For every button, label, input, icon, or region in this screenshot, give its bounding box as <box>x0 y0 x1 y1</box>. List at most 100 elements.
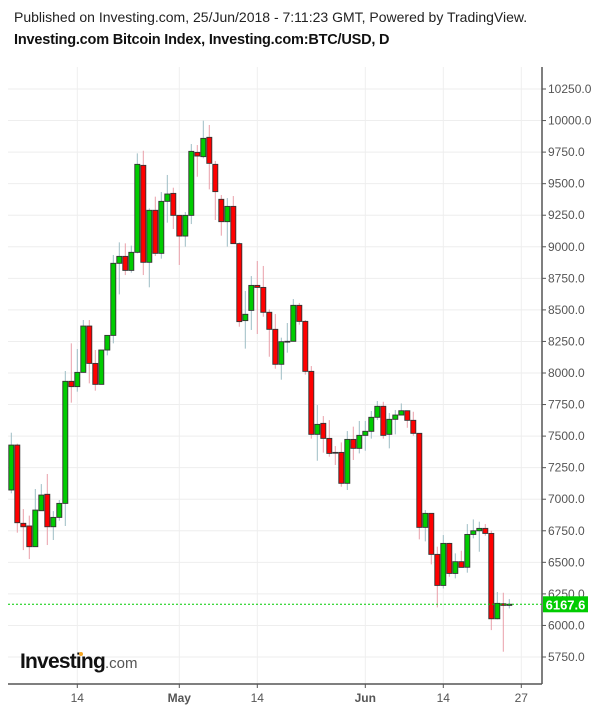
candle-body <box>152 209 159 254</box>
candle-2018-05-12 <box>242 290 249 349</box>
candle-body <box>320 422 327 439</box>
candle-body <box>410 419 417 434</box>
y-tick-label: 6500.0 <box>548 555 585 569</box>
x-tick-label: May <box>168 691 192 705</box>
logo-domain: .com <box>104 655 138 672</box>
candle-2018-05-14 <box>254 261 261 334</box>
candle-body <box>266 311 273 330</box>
candle-body <box>272 328 279 365</box>
candle-2018-04-10 <box>50 511 57 540</box>
candle-body <box>440 542 447 586</box>
last-price-label: 6167.6 <box>546 597 586 612</box>
candle-2018-04-07 <box>32 488 39 548</box>
candle-2018-06-24 <box>500 592 507 652</box>
candle-2018-05-03 <box>188 144 195 225</box>
candle-body <box>416 432 423 528</box>
candle-2018-05-17 <box>272 314 279 369</box>
y-tick-label: 7250.0 <box>548 461 585 475</box>
candle-2018-06-13 <box>434 546 441 608</box>
candle-body <box>476 527 483 532</box>
candle-body <box>494 602 501 620</box>
candle-body <box>254 284 261 288</box>
candle-body <box>488 532 495 620</box>
candle-body <box>206 136 213 164</box>
candle-2018-06-07 <box>398 403 405 416</box>
candle-2018-06-25 <box>506 599 513 609</box>
candle-2018-06-01 <box>362 420 369 451</box>
candle-2018-04-12 <box>62 370 69 526</box>
candle-2018-06-09 <box>410 411 417 436</box>
y-tick-label: 7500.0 <box>548 429 585 443</box>
candle-body <box>146 209 153 263</box>
candle-2018-05-04 <box>194 145 201 177</box>
candle-body <box>296 304 303 322</box>
candle-2018-06-23 <box>494 591 501 620</box>
candle-2018-06-05 <box>386 413 393 449</box>
y-tick-label: 9250.0 <box>548 208 585 222</box>
candle-2018-04-18 <box>98 349 105 385</box>
candle-2018-06-08 <box>404 410 411 428</box>
candle-2018-05-08 <box>218 195 225 236</box>
y-tick-label: 6000.0 <box>548 618 585 632</box>
candle-body <box>26 525 33 548</box>
axes: 5750.06000.06250.06500.06750.07000.07250… <box>8 67 592 705</box>
candle-body <box>134 163 141 253</box>
candle-body <box>92 362 99 385</box>
candle-body <box>302 320 309 372</box>
candle-body <box>362 430 369 436</box>
candle-2018-04-14 <box>74 349 81 392</box>
candle-body <box>182 214 189 237</box>
candle-body <box>290 304 297 342</box>
candle-body <box>482 527 489 534</box>
candle-2018-05-31 <box>356 420 363 454</box>
candle-body <box>236 243 243 323</box>
candle-body <box>458 561 465 568</box>
candle-2018-06-14 <box>440 535 447 589</box>
candle-2018-05-24 <box>314 405 321 461</box>
candle-2018-04-28 <box>158 191 165 259</box>
candle-2018-05-27 <box>332 446 339 466</box>
candle-2018-05-06 <box>206 124 213 190</box>
y-tick-label: 6750.0 <box>548 524 585 538</box>
candle-body <box>194 151 201 157</box>
candle-2018-05-05 <box>200 120 207 159</box>
candle-body <box>62 380 69 504</box>
candle-body <box>326 437 333 454</box>
candle-body <box>170 192 177 216</box>
candle-body <box>386 418 393 435</box>
candle-2018-05-23 <box>308 366 315 439</box>
candle-2018-04-26 <box>146 208 153 288</box>
candle-body <box>74 371 81 388</box>
candle-body <box>32 509 39 548</box>
candle-2018-05-28 <box>338 442 345 487</box>
candle-2018-05-16 <box>266 309 273 357</box>
candle-2018-04-11 <box>56 499 63 521</box>
candle-2018-05-20 <box>290 299 297 342</box>
chart-title: Investing.com Bitcoin Index, Investing.c… <box>14 32 390 48</box>
candle-body <box>260 286 267 313</box>
candle-body <box>20 522 27 528</box>
grid <box>8 67 542 684</box>
candle-body <box>68 380 75 388</box>
candle-2018-05-19 <box>284 323 291 353</box>
candle-2018-05-09 <box>224 198 231 247</box>
candle-2018-05-01 <box>176 214 183 265</box>
candle-body <box>446 542 453 574</box>
candle-2018-06-21 <box>482 524 489 536</box>
candle-2018-06-16 <box>452 553 459 579</box>
candle-body <box>368 416 375 432</box>
candle-2018-04-08 <box>38 484 45 512</box>
published-note: Published on Investing.com, 25/Jun/2018 … <box>14 9 528 25</box>
candle-2018-04-15 <box>80 319 87 373</box>
candle-body <box>242 313 249 322</box>
x-tick-label: Jun <box>355 691 376 705</box>
candle-2018-05-13 <box>248 276 255 330</box>
candle-body <box>356 434 363 449</box>
candle-body <box>434 553 441 586</box>
candle-2018-05-07 <box>212 160 219 221</box>
candle-2018-04-22 <box>122 243 129 276</box>
candle-body <box>38 494 45 512</box>
candle-body <box>422 512 429 528</box>
x-tick-label: 14 <box>71 691 85 705</box>
